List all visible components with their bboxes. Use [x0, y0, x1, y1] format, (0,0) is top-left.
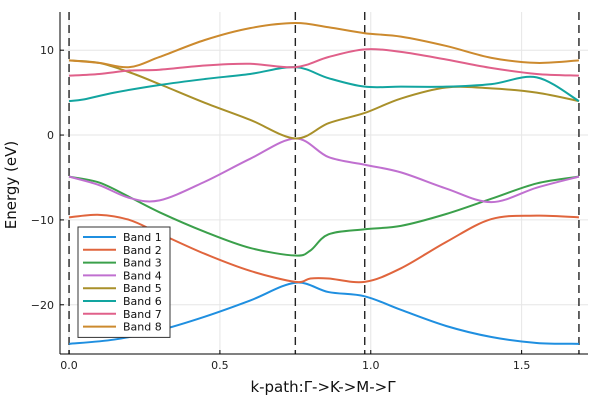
y-tick-label-2: 0	[47, 129, 54, 142]
legend-label-band-7: Band 7	[123, 308, 162, 321]
plot-frame	[59, 12, 588, 355]
legend-box	[77, 226, 171, 338]
series-line-band-7	[68, 48, 579, 77]
series-line-band-2	[68, 213, 579, 284]
legend-label-band-3: Band 3	[123, 257, 162, 270]
y-tick-label-1: −10	[31, 214, 54, 227]
y-tick-label-3: 10	[40, 44, 54, 57]
series-line-band-6	[68, 66, 580, 103]
tick-labels: 0.0 0.5 1.0 1.5 −20 −10 0 10	[31, 44, 531, 372]
x-tick-label-1: 0.5	[211, 359, 229, 372]
y-tick-label-0: −20	[31, 299, 54, 312]
x-tick-label-3: 1.5	[513, 359, 531, 372]
x-tick-label-2: 1.0	[362, 359, 380, 372]
legend-label-band-8: Band 8	[123, 321, 162, 334]
series-line-band-5	[68, 59, 580, 140]
legend-label-band-4: Band 4	[123, 269, 162, 282]
series-line-band-8	[68, 22, 580, 69]
legend-label-band-1: Band 1	[123, 231, 162, 244]
legend-label-band-2: Band 2	[123, 244, 162, 257]
high-symmetry-lines	[68, 12, 580, 354]
x-tick-label-0: 0.0	[60, 359, 78, 372]
series-line-band-3	[68, 175, 580, 257]
x-axis-title: k-path:Γ->K->M->Γ	[250, 378, 396, 396]
y-axis-title: Energy (eV)	[2, 141, 20, 229]
series-line-band-4	[68, 137, 580, 204]
legend-label-band-6: Band 6	[123, 295, 162, 308]
legend-label-band-5: Band 5	[123, 282, 162, 295]
